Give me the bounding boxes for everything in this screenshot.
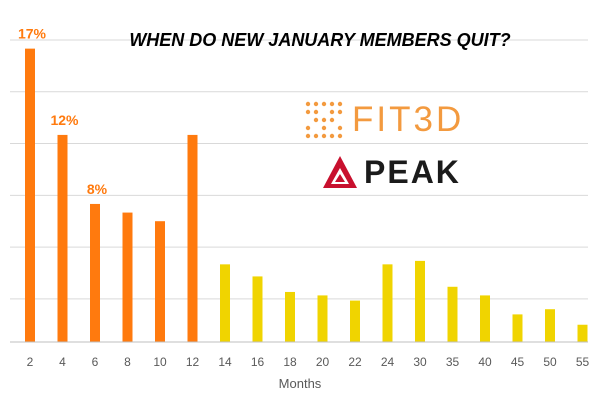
bar-30 (415, 260, 425, 342)
x-tick-label: 2 (27, 355, 34, 369)
x-tick-label: 10 (153, 355, 167, 369)
bar-16 (252, 276, 263, 342)
bar-40 (480, 295, 490, 342)
data-label-6: 8% (87, 181, 108, 197)
x-tick-label: 14 (218, 355, 232, 369)
x-tick-label: 8 (124, 355, 131, 369)
bar-10 (155, 221, 165, 342)
bar-35 (447, 286, 458, 342)
x-tick-label: 12 (186, 355, 200, 369)
x-tick-label: 18 (283, 355, 297, 369)
bar-4 (57, 134, 68, 342)
bar-55 (577, 324, 588, 342)
data-label-4: 12% (50, 112, 79, 128)
bar-12 (187, 134, 198, 342)
x-tick-label: 20 (316, 355, 330, 369)
bar-8 (122, 212, 133, 342)
chart-title: WHEN DO NEW JANUARY MEMBERS QUIT? (129, 30, 511, 50)
fit3d-logo: FIT3D (302, 98, 492, 142)
x-tick-label: 50 (543, 355, 557, 369)
x-tick-label: 55 (576, 355, 590, 369)
x-tick-label: 4 (59, 355, 66, 369)
bar-45 (512, 314, 523, 342)
bar-2 (25, 48, 35, 342)
x-tick-label: 40 (478, 355, 492, 369)
data-labels: 17% 12% 8% (18, 26, 108, 197)
bar-20 (317, 295, 328, 342)
data-label-2: 17% (18, 26, 47, 42)
bar-18 (285, 291, 295, 342)
gridlines (10, 39, 588, 300)
x-tick-label: 30 (413, 355, 427, 369)
x-tick-label: 22 (348, 355, 362, 369)
fit3d-wordmark: FIT3D (352, 100, 465, 139)
x-tick-label: 6 (92, 355, 99, 369)
peak-triangle-icon (323, 156, 357, 188)
x-tick-label: 16 (251, 355, 265, 369)
x-axis-label: Months (279, 376, 322, 391)
bar-50 (545, 309, 555, 342)
x-tick-labels: 2 4 6 8 10 12 14 16 18 20 22 24 30 35 40 45 50 55 (27, 355, 590, 369)
peak-wordmark: PEAK (364, 154, 461, 190)
bar-24 (382, 264, 393, 342)
bar-22 (350, 300, 360, 342)
fit3d-dots-icon (305, 101, 343, 139)
x-tick-label: 24 (381, 355, 395, 369)
peak-logo: PEAK (322, 153, 472, 193)
x-tick-label: 45 (511, 355, 525, 369)
bar-6 (90, 203, 100, 342)
x-tick-label: 35 (446, 355, 460, 369)
bar-14 (220, 264, 230, 342)
bars (25, 48, 588, 342)
